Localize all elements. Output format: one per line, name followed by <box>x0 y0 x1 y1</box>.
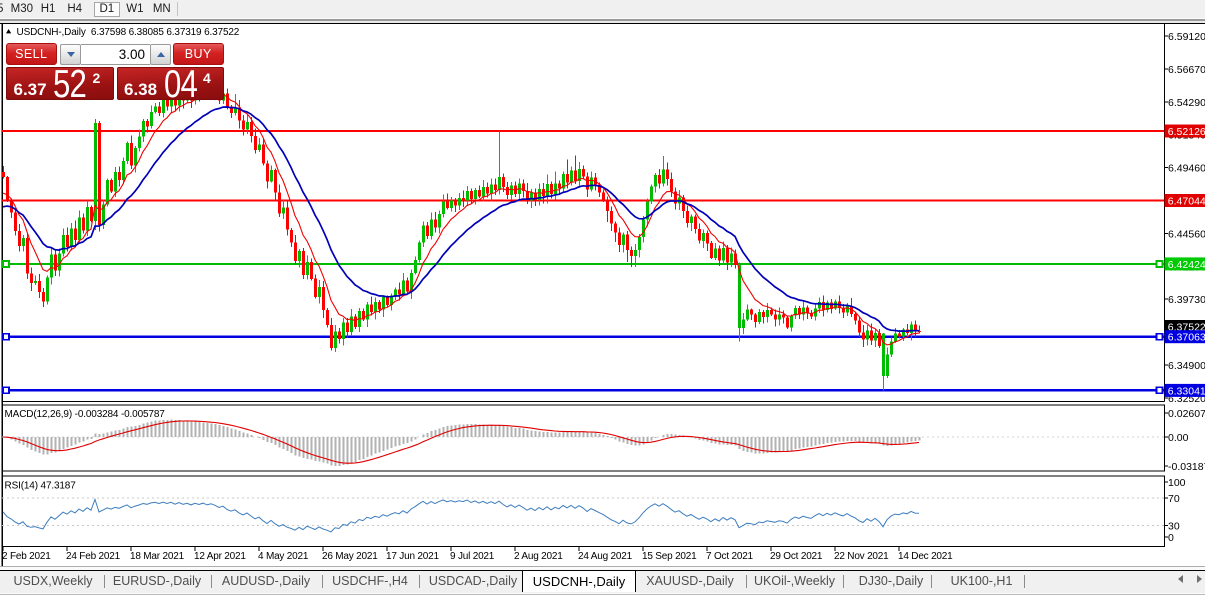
svg-text:4 May 2021: 4 May 2021 <box>258 551 309 562</box>
svg-text:14 Dec 2021: 14 Dec 2021 <box>898 551 953 562</box>
svg-text:6.33041: 6.33041 <box>1168 385 1205 397</box>
svg-text:MACD(12,26,9) -0.003284 -0.005: MACD(12,26,9) -0.003284 -0.005787 <box>5 409 166 420</box>
svg-text:15 Sep 2021: 15 Sep 2021 <box>642 551 697 562</box>
svg-text:6.52126: 6.52126 <box>1168 126 1205 138</box>
svg-text:18 Mar 2021: 18 Mar 2021 <box>130 551 185 562</box>
svg-text:24 Feb 2021: 24 Feb 2021 <box>66 551 121 562</box>
svg-text:29 Oct 2021: 29 Oct 2021 <box>770 551 823 562</box>
svg-text:24 Aug 2021: 24 Aug 2021 <box>578 551 633 562</box>
svg-text:6.42424: 6.42424 <box>1168 259 1205 271</box>
svg-text:6.49460: 6.49460 <box>1168 163 1205 175</box>
svg-text:30: 30 <box>1168 521 1180 533</box>
svg-text:6.59120: 6.59120 <box>1168 31 1205 43</box>
svg-text:12 Apr 2021: 12 Apr 2021 <box>194 551 246 562</box>
svg-text:6.47044: 6.47044 <box>1168 196 1205 208</box>
svg-text:USDCNH-,Daily 6.37598 6.38085: USDCNH-,Daily 6.37598 6.38085 6.37319 6.… <box>17 27 240 38</box>
svg-text:22 Nov 2021: 22 Nov 2021 <box>834 551 889 562</box>
svg-text:6.44560: 6.44560 <box>1168 228 1205 240</box>
svg-text:26 May 2021: 26 May 2021 <box>322 551 378 562</box>
svg-text:0.00: 0.00 <box>1168 432 1189 444</box>
svg-text:2 Aug 2021: 2 Aug 2021 <box>514 551 563 562</box>
svg-text:-0.03187: -0.03187 <box>1168 461 1205 473</box>
svg-text:7 Oct 2021: 7 Oct 2021 <box>706 551 754 562</box>
svg-text:6.39730: 6.39730 <box>1168 294 1205 306</box>
svg-text:0.02607: 0.02607 <box>1168 408 1205 420</box>
svg-text:6.37063: 6.37063 <box>1168 332 1205 344</box>
svg-text:0: 0 <box>1168 532 1174 544</box>
svg-text:17 Jun 2021: 17 Jun 2021 <box>386 551 439 562</box>
svg-text:9 Jul 2021: 9 Jul 2021 <box>450 551 495 562</box>
svg-text:70: 70 <box>1168 493 1180 505</box>
svg-text:RSI(14) 47.3187: RSI(14) 47.3187 <box>5 481 77 492</box>
svg-text:6.54290: 6.54290 <box>1168 97 1205 109</box>
svg-text:6.56670: 6.56670 <box>1168 64 1205 76</box>
svg-text:100: 100 <box>1168 477 1186 489</box>
svg-text:2 Feb 2021: 2 Feb 2021 <box>2 551 51 562</box>
svg-text:6.34900: 6.34900 <box>1168 360 1205 372</box>
